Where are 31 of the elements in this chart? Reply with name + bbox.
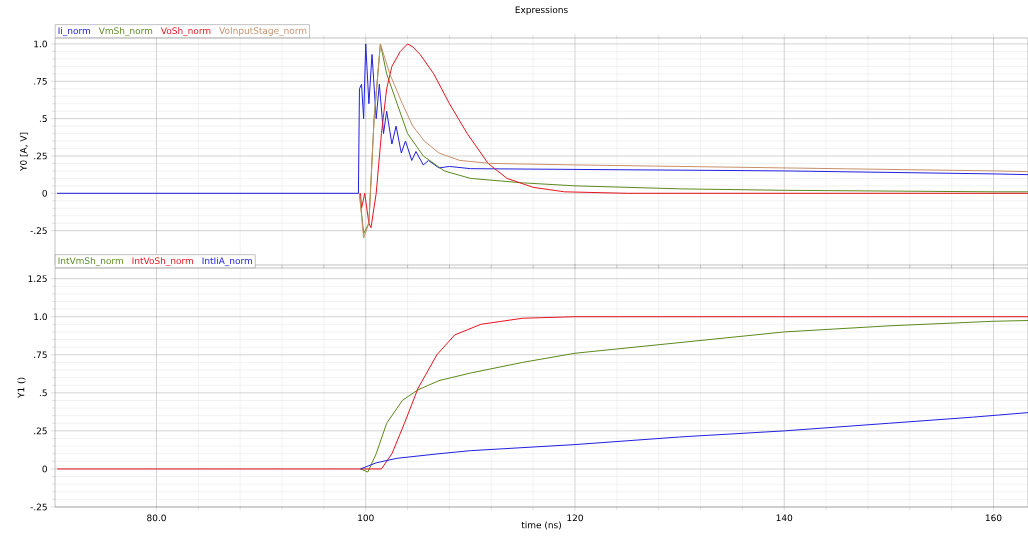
text: VoInputStage_norm <box>219 27 307 36</box>
y-tick-label: 1.0 <box>34 40 47 48</box>
text: Ii_norm <box>58 27 90 37</box>
y-axis-title: Y1 () <box>17 377 26 399</box>
line-series <box>56 43 1028 194</box>
y-tick-label: 0 <box>42 465 47 473</box>
y-tick-label: 1.0 <box>34 313 47 321</box>
text: IntVmSh_norm <box>58 257 123 267</box>
line-series <box>360 412 1028 470</box>
y-axis-title: Y0 [A, V] <box>19 132 28 172</box>
x-tick-label: 140 <box>776 514 793 522</box>
y-tick-label: .25 <box>34 152 47 160</box>
text: VoSh_norm <box>160 27 211 37</box>
y-tick-label: .75 <box>34 77 47 85</box>
text: IntIiA_norm <box>202 257 252 267</box>
y-tick-label: .75 <box>34 351 47 359</box>
x-tick-label: 160 <box>985 514 1002 522</box>
chart-title: Expressions <box>515 6 568 15</box>
y-tick-label: .5 <box>39 389 47 397</box>
text: VmSh_norm <box>98 27 153 37</box>
y-tick-label: 0 <box>42 189 47 197</box>
x-tick-label: 80.0 <box>147 514 166 522</box>
y-tick-label: -.25 <box>30 227 47 235</box>
y-tick-label: .25 <box>34 427 47 435</box>
text: IntVoSh_norm <box>132 257 193 267</box>
y-tick-label: .5 <box>39 115 47 122</box>
x-axis-title: time (ns) <box>521 521 561 530</box>
y-tick-label: 1.25 <box>28 275 47 283</box>
x-tick-label: 120 <box>567 514 583 522</box>
x-tick-label: 100 <box>358 514 374 522</box>
y-tick-label: -.25 <box>30 503 47 511</box>
